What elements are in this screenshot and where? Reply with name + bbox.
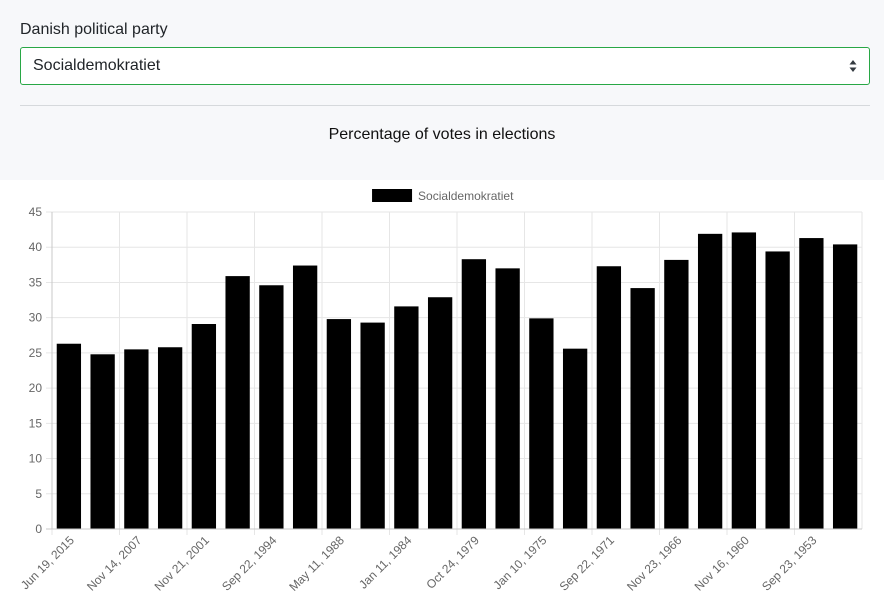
bar[interactable] [56,343,82,529]
bar[interactable] [461,259,487,529]
chart-legend[interactable]: Socialdemokratiet [372,189,514,203]
x-tick-label: Oct 24, 1979 [424,533,483,592]
bar[interactable] [191,324,217,529]
up-down-chevron-icon [849,60,857,72]
bar[interactable] [596,266,622,529]
y-tick-label: 35 [29,275,43,289]
x-tick-label: Sep 23, 1953 [759,533,820,594]
y-tick-label: 45 [29,205,43,219]
x-tick-label: Sep 22, 1971 [557,533,618,594]
y-tick-label: 15 [29,416,43,430]
bar[interactable] [394,306,419,529]
x-tick-label: Sep 22, 1994 [219,533,280,594]
bar[interactable] [765,251,790,529]
x-tick-label: Jan 10, 1975 [491,533,550,592]
bar[interactable] [799,238,824,529]
bar[interactable] [90,354,115,529]
bar[interactable] [259,285,284,529]
legend-swatch [372,189,413,202]
legend-label[interactable]: Socialdemokratiet [418,189,514,203]
y-tick-label: 40 [29,240,43,254]
bar[interactable] [360,322,385,529]
filter-panel: Danish political party Socialdemokratiet… [0,0,884,180]
bar[interactable] [832,244,858,529]
bar[interactable] [326,319,352,529]
party-select[interactable]: Socialdemokratiet [20,47,870,85]
x-tick-label: Nov 14, 2007 [84,533,145,594]
y-tick-label: 0 [35,522,42,536]
bar[interactable] [731,232,757,529]
x-tick-label: Jan 11, 1984 [356,533,415,592]
bar[interactable] [664,259,689,529]
bar[interactable] [630,288,655,529]
y-tick-label: 20 [29,381,43,395]
y-tick-label: 25 [29,346,43,360]
y-tick-label: 10 [29,452,43,466]
y-tick-label: 30 [29,311,43,325]
bar[interactable] [157,347,183,529]
party-select-label: Danish political party [20,21,168,38]
bar[interactable] [697,233,723,529]
chart-bars [56,232,858,529]
bar[interactable] [292,265,318,529]
bar[interactable] [124,349,149,529]
chart-heading: Percentage of votes in elections [328,126,556,143]
bar[interactable] [225,276,250,529]
bar[interactable] [529,318,554,529]
x-tick-label: Nov 16, 1960 [692,533,753,594]
bar[interactable] [562,348,588,529]
x-tick-label: Nov 21, 2001 [152,533,213,594]
x-tick-label: Jun 19, 2015 [18,533,77,592]
divider [20,105,870,106]
bar[interactable] [495,268,520,529]
bar[interactable] [427,297,453,529]
chart-area: Socialdemokratiet 0 5 10 15 20 25 30 35 40 45 Jun … [0,180,884,616]
bar-chart: Socialdemokratiet 0 5 10 15 20 25 30 35 40 45 Jun … [18,189,863,594]
party-select-value: Socialdemokratiet [33,57,161,74]
x-tick-label: May 11, 1988 [286,533,347,594]
y-tick-label: 5 [35,487,42,501]
x-tick-label: Nov 23, 1966 [624,533,685,594]
